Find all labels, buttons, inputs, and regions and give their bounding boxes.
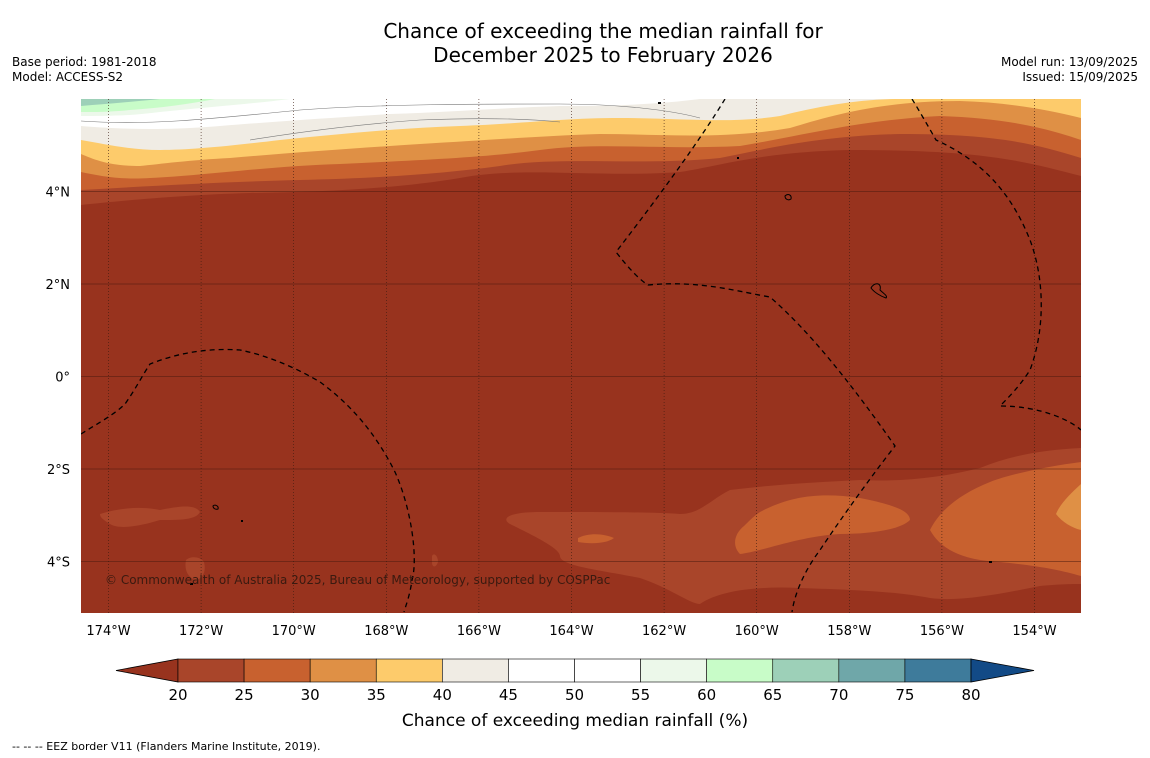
colorbar-cell (574, 658, 641, 683)
latitude-labels: 4°N 2°N 0° 2°S 4°S (46, 186, 71, 571)
lon-label: 164°W (549, 624, 593, 639)
colorbar-cell (706, 658, 774, 683)
eez-border-line-islands-east (911, 99, 1081, 431)
band-25-30-southwest-spot (185, 557, 205, 580)
title-line-2: December 2025 to February 2026 (433, 43, 773, 67)
colorbar-cell (177, 658, 245, 683)
colorbar: 20 25 30 35 40 45 50 55 60 65 70 75 80 Chance of exc… (115, 658, 1035, 731)
base-period-label: Base period: 1981-2018 (12, 55, 157, 69)
lon-label: 156°W (920, 624, 964, 639)
model-run-label: Model run: 13/09/2025 (1000, 55, 1138, 69)
lon-label: 174°W (86, 624, 130, 639)
band-30-35-south-small (578, 534, 614, 544)
band-25-30-southwest (100, 506, 200, 527)
island-dot-2 (737, 157, 739, 159)
copyright-notice: © Commonwealth of Australia 2025, Bureau… (105, 573, 610, 587)
colorbar-under-arrow (115, 658, 179, 683)
colorbar-tick-label: 20 (168, 686, 187, 704)
colorbar-tick-label: 70 (829, 686, 848, 704)
colorbar-tick-label: 50 (565, 686, 584, 704)
colorbar-ticks: 20 25 30 35 40 45 50 55 60 65 70 75 80 (168, 686, 980, 704)
eez-footnote: -- -- -- EEZ border V11 (Flanders Marine… (12, 740, 321, 753)
lat-label: 0° (55, 371, 70, 386)
island-dot-4 (241, 520, 243, 522)
island-malden (870, 283, 887, 299)
colorbar-tick-label: 60 (697, 686, 716, 704)
island-small-west (212, 504, 219, 510)
colorbar-cell (243, 658, 311, 683)
lon-label: 160°W (735, 624, 779, 639)
issued-label: Issued: 15/09/2025 (1022, 70, 1138, 84)
lon-label: 170°W (272, 624, 316, 639)
band-30-35-south (930, 462, 1081, 576)
colorbar-over-arrow (970, 658, 1035, 683)
lon-label: 168°W (364, 624, 408, 639)
lat-label: 2°S (47, 463, 70, 478)
lon-label: 166°W (457, 624, 501, 639)
band-30-35-south-center (735, 495, 910, 554)
latitude-gridlines (81, 191, 1081, 562)
colorbar-tick-label: 75 (895, 686, 914, 704)
colorbar-cell (309, 658, 377, 683)
island-dot-1 (658, 102, 661, 104)
colorbar-tick-label: 45 (499, 686, 518, 704)
band-25-30-small-spot (432, 554, 438, 567)
eez-border-line-islands-west (615, 99, 896, 613)
colorbar-tick-label: 80 (961, 686, 980, 704)
colorbar-cell (838, 658, 906, 683)
colorbar-cell (772, 658, 840, 683)
colorbar-tick-label: 35 (367, 686, 386, 704)
meta-right: Model run: 13/09/2025 Issued: 15/09/2025 (1001, 55, 1138, 85)
title-line-1: Chance of exceeding the median rainfall … (383, 19, 823, 43)
map-title: Chance of exceeding the median rainfall … (0, 19, 1150, 67)
colorbar-tick-label: 55 (631, 686, 650, 704)
lon-label: 172°W (179, 624, 223, 639)
colorbar-cell (904, 658, 972, 683)
colorbar-cell (442, 658, 509, 683)
longitude-labels: 174°W 172°W 170°W 168°W 166°W 164°W 162°W 160°W… (86, 624, 1056, 639)
colorbar-cell (375, 658, 443, 683)
meta-left: Base period: 1981-2018 Model: ACCESS-S2 (12, 55, 157, 85)
island-dot-3 (190, 583, 193, 585)
lat-label: 4°S (47, 556, 70, 571)
lon-label: 158°W (827, 624, 871, 639)
island-dot-5 (989, 561, 992, 563)
band-65-70-north (81, 99, 160, 106)
map-area: © Commonwealth of Australia 2025, Bureau… (81, 99, 1081, 613)
colorbar-tick-label: 65 (763, 686, 782, 704)
island-small-north (784, 194, 792, 201)
band-50-55-north (81, 99, 700, 129)
contour-line-north-2 (249, 118, 561, 141)
eez-border-kiribati-phoenix (81, 348, 415, 613)
contour-line-north-1 (81, 103, 701, 123)
colorbar-tick-label: 30 (301, 686, 320, 704)
colorbar-tick-label: 25 (235, 686, 254, 704)
model-label: Model: ACCESS-S2 (12, 70, 124, 84)
colorbar-tick-label: 40 (433, 686, 452, 704)
lat-label: 4°N (46, 186, 71, 201)
lon-label: 162°W (642, 624, 686, 639)
colorbar-cell (508, 658, 575, 683)
colorbar-cell (640, 658, 707, 683)
colorbar-cells (177, 658, 972, 683)
lon-label: 154°W (1012, 624, 1056, 639)
colorbar-label: Chance of exceeding median rainfall (%) (402, 711, 748, 731)
band-35-40-south (1056, 484, 1081, 530)
lat-label: 2°N (46, 278, 71, 293)
